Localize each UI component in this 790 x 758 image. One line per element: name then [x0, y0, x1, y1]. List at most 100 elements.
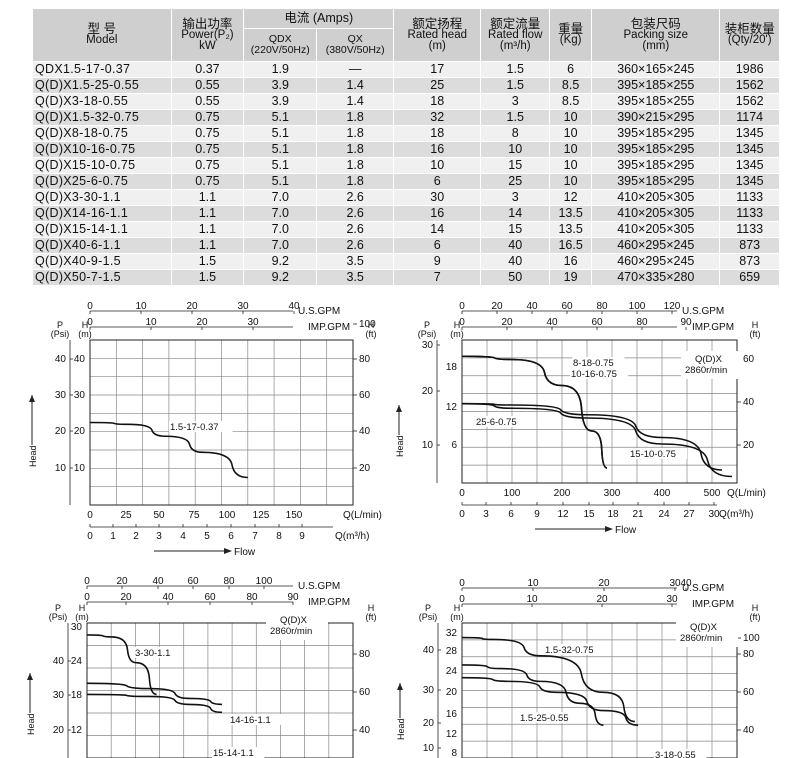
table-cell: 10 — [549, 125, 593, 142]
table-cell: 1.1 — [170, 237, 245, 254]
impgpm-tick-label: 20 — [596, 594, 608, 605]
usgpm-tick-label: 20 — [491, 301, 503, 312]
curve-label-bg — [629, 448, 687, 459]
plot-frame — [461, 622, 738, 758]
psi-tick-label: 10 — [55, 463, 67, 474]
table-cell: 10 — [549, 173, 593, 190]
header-packing: 包装尺码 Packing size (mm) — [591, 8, 721, 62]
table-cell: 1.8 — [316, 125, 395, 142]
m3h-axis-label: Q(m³/h) — [719, 509, 753, 520]
table-cell: Q(D)X1.5-32-0.75 — [32, 109, 172, 126]
head-label: Head — [28, 445, 38, 467]
table-row: Q(D)X40-6-1.1 1.1 7.0 2.6 6 40 16.5 460×295×245… — [32, 237, 780, 254]
table-cell: Q(D)X1.5-25-0.55 — [32, 77, 172, 94]
table-cell: 6 — [549, 61, 593, 78]
h-right-label: H — [368, 320, 375, 330]
table-cell: 2.6 — [316, 237, 395, 254]
usgpm-axis-label: U.S.GPM — [298, 306, 340, 317]
psi-tick-label: 40 — [423, 645, 435, 656]
table-cell: 395×185×295 — [591, 125, 721, 142]
table-cell: 460×295×245 — [591, 253, 721, 270]
usgpm-tick-label: 40 — [680, 578, 692, 589]
head-tick-label: 12 — [446, 402, 458, 413]
table-cell: 395×185×295 — [591, 141, 721, 158]
table-cell: 15 — [480, 221, 551, 238]
psi-label: (Psi) — [418, 329, 437, 339]
table-cell: 1.5 — [480, 109, 551, 126]
m3h-tick-label: 4 — [180, 531, 186, 542]
table-cell: 1345 — [719, 125, 780, 142]
impgpm-tick-label: 20 — [120, 592, 132, 603]
lmin-tick-label: 100 — [219, 510, 236, 521]
table-row: Q(D)X3-18-0.55 0.55 3.9 1.4 18 3 8.5 395×185×25… — [32, 93, 780, 110]
ft-tick-label: 60 — [743, 354, 755, 365]
info-speed: 2860r/min — [270, 626, 312, 637]
table-cell: 12 — [549, 189, 593, 206]
ft-tick-label: 60 — [359, 390, 371, 401]
m3h-tick-label: 18 — [607, 509, 619, 520]
usgpm-tick-label: 0 — [459, 578, 465, 589]
table-cell: 18 — [393, 125, 482, 142]
h-label: H — [454, 320, 461, 330]
m3h-tick-label: 2 — [133, 531, 139, 542]
ft-tick-label: 80 — [743, 649, 755, 660]
lmin-tick-label: 200 — [554, 488, 571, 499]
header-power: 输出功率 Power(P₂) kW — [170, 8, 245, 62]
table-cell: 7.0 — [243, 189, 318, 206]
lmin-tick-label: 125 — [253, 510, 270, 521]
h-right-label: H — [368, 603, 375, 613]
spec-table-body: QDX1.5-17-0.37 0.37 1.9—17 1.5 6 360×165×245 1… — [32, 61, 780, 286]
m3h-tick-label: 9 — [299, 531, 305, 542]
curve-label-bg — [654, 749, 707, 758]
m3h-tick-label: 0 — [87, 531, 93, 542]
head-tick-label: 20 — [74, 426, 86, 437]
ft-tick-label: 60 — [743, 687, 755, 698]
table-row: Q(D)X15-10-0.75 0.75 5.1 1.8 10 15 10 395×185×2… — [32, 157, 780, 174]
table-cell: 1.5 — [170, 253, 245, 270]
table-cell: 659 — [719, 269, 780, 286]
psi-tick-label: 30 — [422, 340, 434, 351]
table-cell: 17 — [393, 61, 482, 78]
table-cell: 1133 — [719, 205, 780, 222]
impgpm-axis-label: IMP.GPM — [692, 322, 734, 333]
table-cell: 390×215×295 — [591, 109, 721, 126]
curve-label-bg — [169, 421, 233, 432]
table-row: Q(D)X50-7-1.5 1.5 9.2 3.5 7 50 19 470×335×280 65… — [32, 269, 780, 286]
ft-tick-label: 80 — [359, 649, 371, 660]
impgpm-tick-label: 80 — [636, 317, 648, 328]
table-cell: 1562 — [719, 77, 780, 94]
table-cell: 5.1 — [243, 109, 318, 126]
table-cell: 1.1 — [170, 205, 245, 222]
table-cell: 8.5 — [549, 93, 593, 110]
head-tick-label: 18 — [446, 362, 458, 373]
table-cell: 395×185×295 — [591, 173, 721, 190]
info-model: Q(D)X — [695, 354, 723, 365]
impgpm-tick-label: 0 — [459, 317, 465, 328]
table-row: Q(D)X3-30-1.1 1.1 7.0 2.6 30 3 12 410×205×305 11… — [32, 189, 780, 206]
table-cell: 1.8 — [316, 157, 395, 174]
header-current-qdx: QDX (220V/50Hz) — [243, 27, 318, 63]
table-cell: 1174 — [719, 109, 780, 126]
psi-tick-label: 20 — [423, 718, 435, 729]
table-cell: 16 — [393, 141, 482, 158]
table-cell: 5.1 — [243, 125, 318, 142]
head-tick-label: 12 — [71, 725, 83, 736]
m3h-tick-label: 7 — [252, 531, 258, 542]
usgpm-axis-label: U.S.GPM — [682, 306, 724, 317]
table-cell: 32 — [393, 109, 482, 126]
usgpm-tick-label: 60 — [187, 576, 199, 587]
usgpm-tick-label: 20 — [186, 301, 198, 312]
info-model: Q(D)X — [690, 622, 718, 633]
head-label: Head — [395, 435, 405, 457]
header-row-sub: QDX (220V/50Hz) QX (380V/50Hz) — [33, 27, 780, 63]
psi-tick-label: 20 — [53, 725, 65, 736]
ft-tick-label: 60 — [359, 687, 371, 698]
impgpm-tick-label: 30 — [666, 594, 678, 605]
curve-1.5-17-0.37 — [89, 421, 248, 479]
table-cell: 873 — [719, 253, 780, 270]
table-cell: 18 — [393, 93, 482, 110]
ft-label: (ft) — [366, 612, 377, 622]
table-cell: Q(D)X25-6-0.75 — [32, 173, 172, 190]
table-cell: 16.5 — [549, 237, 593, 254]
table-row: Q(D)X1.5-32-0.75 0.75 5.1 1.8 32 1.5 10 390×215… — [32, 109, 780, 126]
